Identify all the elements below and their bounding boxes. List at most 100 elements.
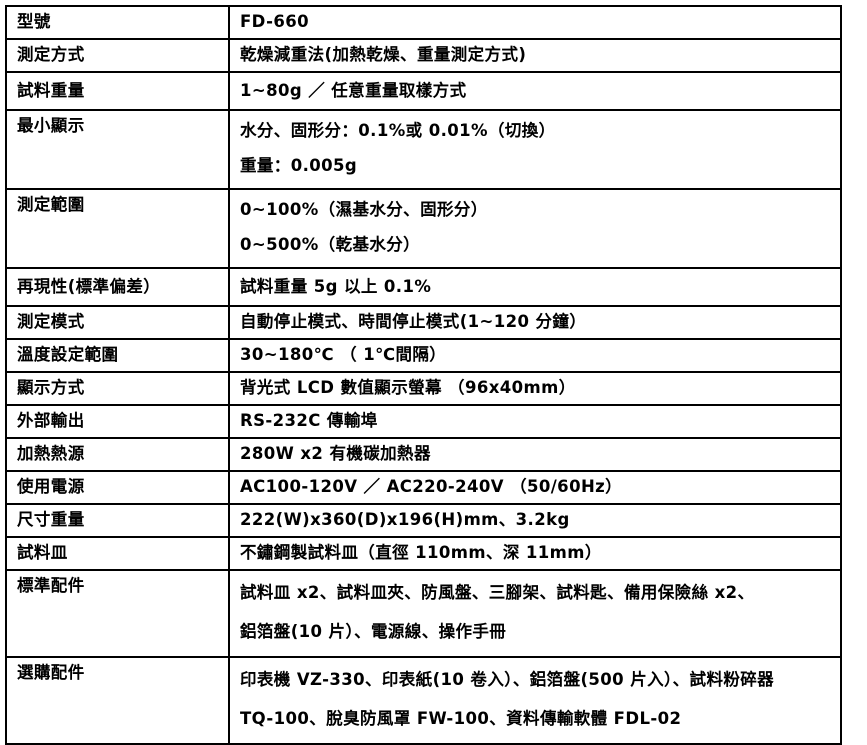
value-lines: 280W x2 有機碳加熱器 — [240, 446, 840, 463]
row-value-cell: 不鏽鋼製試料皿（直徑 110mm、深 11mm） — [228, 536, 842, 571]
row-label-cell: 選購配件 — [5, 656, 230, 745]
value-lines: 水分、固形分：0.1%或 0.01%（切換） 重量：0.005g — [240, 113, 840, 183]
row-label-cell: 測定模式 — [5, 305, 230, 340]
value-line: 鋁箔盤(10 片）、電源線、操作手冊 — [240, 622, 507, 641]
value-line: 0~100%（濕基水分、固形分） — [240, 200, 488, 219]
row-value-cell: 222(W)x360(D)x196(H)mm、3.2kg — [228, 503, 842, 538]
row-value-cell: 30~180℃ （ 1℃間隔） — [228, 338, 842, 373]
value-lines: 試料皿 x2、試料皿夾、防風盤、三腳架、試料匙、備用保險絲 x2、 鋁箔盤(10 … — [240, 573, 840, 651]
table-row: 最小顯示 水分、固形分：0.1%或 0.01%（切換） 重量：0.005g — [5, 109, 842, 190]
row-label-cell: 再現性(標準偏差） — [5, 267, 230, 307]
table-row: 試料皿 不鏽鋼製試料皿（直徑 110mm、深 11mm） — [5, 536, 842, 571]
row-value-cell: 280W x2 有機碳加熱器 — [228, 437, 842, 472]
value-line: 1~80g ／ 任意重量取樣方式 — [240, 80, 467, 100]
value-lines: 印表機 VZ-330、印表紙(10 卷入）、鋁箔盤(500 片入）、試料粉碎器 T… — [240, 660, 840, 738]
table-row: 試料重量 1~80g ／ 任意重量取樣方式 — [5, 71, 842, 111]
value-line: 30~180℃ （ 1℃間隔） — [240, 345, 447, 365]
table-row: 加熱熱源 280W x2 有機碳加熱器 — [5, 437, 842, 472]
value-lines: RS-232C 傳輸埠 — [240, 413, 840, 430]
row-value-cell: 自動停止模式、時間停止模式(1~120 分鐘） — [228, 305, 842, 340]
row-value-cell: AC100-120V ／ AC220-240V （50/60Hz） — [228, 470, 842, 505]
row-value-cell: RS-232C 傳輸埠 — [228, 404, 842, 439]
value-lines: FD-660 — [240, 14, 840, 31]
table-row: 標準配件 試料皿 x2、試料皿夾、防風盤、三腳架、試料匙、備用保險絲 x2、 鋁箔… — [5, 569, 842, 658]
row-label-cell: 最小顯示 — [5, 109, 230, 190]
value-line: RS-232C 傳輸埠 — [240, 411, 378, 431]
value-lines: AC100-120V ／ AC220-240V （50/60Hz） — [240, 479, 840, 496]
value-line: 試料皿 x2、試料皿夾、防風盤、三腳架、試料匙、備用保險絲 x2、 — [240, 583, 755, 602]
value-lines: 0~100%（濕基水分、固形分） 0~500%（乾基水分） — [240, 192, 840, 262]
row-label-cell: 試料皿 — [5, 536, 230, 571]
row-value-cell: 乾燥減重法(加熱乾燥、重量測定方式) — [228, 38, 842, 73]
value-lines: 自動停止模式、時間停止模式(1~120 分鐘） — [240, 314, 840, 331]
value-line: TQ-100、脫臭防風罩 FW-100、資料傳輸軟體 FDL-02 — [240, 709, 682, 728]
row-label: 測定範圍 — [17, 195, 85, 214]
row-label: 選購配件 — [17, 663, 85, 682]
table-row: 測定方式 乾燥減重法(加熱乾燥、重量測定方式) — [5, 38, 842, 73]
row-value-cell: 試料皿 x2、試料皿夾、防風盤、三腳架、試料匙、備用保險絲 x2、 鋁箔盤(10 … — [228, 569, 842, 658]
row-label: 再現性(標準偏差） — [17, 276, 161, 296]
table-row: 測定範圍 0~100%（濕基水分、固形分） 0~500%（乾基水分） — [5, 188, 842, 269]
value-line: 重量：0.005g — [240, 156, 358, 175]
table-row: 外部輸出 RS-232C 傳輸埠 — [5, 404, 842, 439]
value-line: 不鏽鋼製試料皿（直徑 110mm、深 11mm） — [240, 543, 602, 563]
row-label: 外部輸出 — [17, 411, 85, 431]
row-value-cell: 水分、固形分：0.1%或 0.01%（切換） 重量：0.005g — [228, 109, 842, 190]
row-label: 尺寸重量 — [17, 510, 85, 530]
row-label: 加熱熱源 — [17, 444, 85, 464]
row-label-cell: 試料重量 — [5, 71, 230, 111]
row-label: 試料重量 — [17, 80, 85, 100]
value-line: 印表機 VZ-330、印表紙(10 卷入）、鋁箔盤(500 片入）、試料粉碎器 — [240, 670, 775, 689]
row-label-cell: 溫度設定範圍 — [5, 338, 230, 373]
row-label-cell: 尺寸重量 — [5, 503, 230, 538]
row-label: 最小顯示 — [17, 116, 85, 135]
value-line: FD-660 — [240, 12, 309, 32]
row-label-cell: 顯示方式 — [5, 371, 230, 406]
row-label: 試料皿 — [17, 543, 68, 563]
value-line: 背光式 LCD 數值顯示螢幕 （96x40mm） — [240, 378, 576, 398]
specification-table-body: 型號 FD-660 測定方式 乾燥減重法(加熱乾燥、重量測定方式) 試料重量 1… — [5, 5, 842, 745]
value-lines: 背光式 LCD 數值顯示螢幕 （96x40mm） — [240, 380, 840, 397]
value-line: AC100-120V ／ AC220-240V （50/60Hz） — [240, 477, 623, 497]
table-row: 測定模式 自動停止模式、時間停止模式(1~120 分鐘） — [5, 305, 842, 340]
value-line: 280W x2 有機碳加熱器 — [240, 444, 431, 464]
row-value-cell: 印表機 VZ-330、印表紙(10 卷入）、鋁箔盤(500 片入）、試料粉碎器 T… — [228, 656, 842, 745]
table-row: 再現性(標準偏差） 試料重量 5g 以上 0.1% — [5, 267, 842, 307]
table-row: 顯示方式 背光式 LCD 數值顯示螢幕 （96x40mm） — [5, 371, 842, 406]
row-label: 溫度設定範圍 — [17, 345, 119, 365]
row-label: 使用電源 — [17, 477, 85, 497]
row-label: 標準配件 — [17, 576, 85, 595]
row-value-cell: 背光式 LCD 數值顯示螢幕 （96x40mm） — [228, 371, 842, 406]
row-label: 測定模式 — [17, 312, 85, 332]
row-value-cell: 試料重量 5g 以上 0.1% — [228, 267, 842, 307]
row-value-cell: FD-660 — [228, 5, 842, 40]
row-label-cell: 外部輸出 — [5, 404, 230, 439]
table-row: 使用電源 AC100-120V ／ AC220-240V （50/60Hz） — [5, 470, 842, 505]
table-row: 尺寸重量 222(W)x360(D)x196(H)mm、3.2kg — [5, 503, 842, 538]
specification-table: 型號 FD-660 測定方式 乾燥減重法(加熱乾燥、重量測定方式) 試料重量 1… — [5, 5, 842, 745]
row-label-cell: 測定範圍 — [5, 188, 230, 269]
row-label-cell: 標準配件 — [5, 569, 230, 658]
value-lines: 1~80g ／ 任意重量取樣方式 — [240, 80, 840, 100]
value-line: 自動停止模式、時間停止模式(1~120 分鐘） — [240, 312, 587, 332]
row-label-cell: 加熱熱源 — [5, 437, 230, 472]
row-label-cell: 型號 — [5, 5, 230, 40]
table-row: 選購配件 印表機 VZ-330、印表紙(10 卷入）、鋁箔盤(500 片入）、試… — [5, 656, 842, 745]
value-line: 水分、固形分：0.1%或 0.01%（切換） — [240, 121, 556, 140]
row-value-cell: 0~100%（濕基水分、固形分） 0~500%（乾基水分） — [228, 188, 842, 269]
row-value-cell: 1~80g ／ 任意重量取樣方式 — [228, 71, 842, 111]
value-line: 0~500%（乾基水分） — [240, 235, 421, 254]
value-line: 乾燥減重法(加熱乾燥、重量測定方式) — [240, 45, 527, 65]
value-lines: 222(W)x360(D)x196(H)mm、3.2kg — [240, 512, 840, 529]
value-line: 222(W)x360(D)x196(H)mm、3.2kg — [240, 510, 570, 530]
table-row: 溫度設定範圍 30~180℃ （ 1℃間隔） — [5, 338, 842, 373]
value-line: 試料重量 5g 以上 0.1% — [240, 276, 432, 296]
row-label-cell: 使用電源 — [5, 470, 230, 505]
row-label: 型號 — [17, 12, 51, 32]
value-lines: 乾燥減重法(加熱乾燥、重量測定方式) — [240, 47, 840, 64]
value-lines: 不鏽鋼製試料皿（直徑 110mm、深 11mm） — [240, 545, 840, 562]
value-lines: 30~180℃ （ 1℃間隔） — [240, 347, 840, 364]
value-lines: 試料重量 5g 以上 0.1% — [240, 276, 840, 296]
row-label: 測定方式 — [17, 45, 85, 65]
